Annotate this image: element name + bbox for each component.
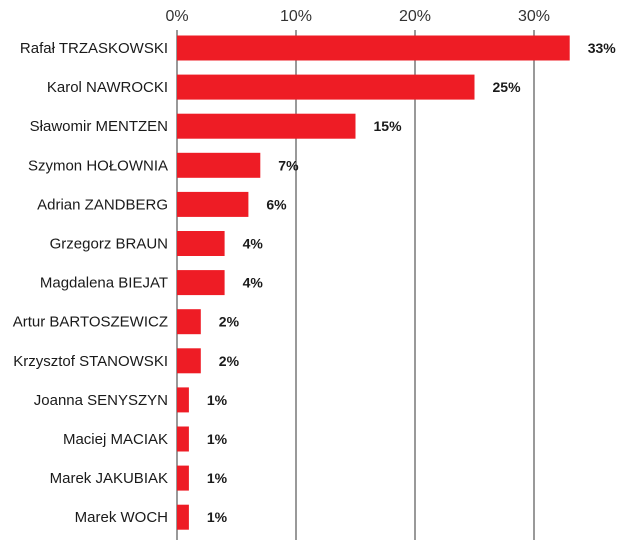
bar [177, 465, 189, 491]
category-label: Marek WOCH [75, 509, 168, 526]
category-label: Szymon HOŁOWNIA [28, 157, 168, 174]
value-label: 4% [243, 236, 264, 252]
value-label: 1% [207, 470, 228, 486]
category-label: Adrian ZANDBERG [37, 196, 168, 213]
value-label: 15% [374, 118, 403, 134]
bars [177, 35, 570, 530]
bar [177, 113, 356, 139]
bar [177, 348, 201, 374]
x-tick-label: 0% [165, 8, 188, 25]
category-labels: Rafał TRZASKOWSKI Karol NAWROCKI Sławomir … [13, 40, 168, 526]
value-label: 25% [493, 79, 522, 95]
bar [177, 35, 570, 61]
category-label: Grzegorz BRAUN [50, 236, 168, 253]
category-label: Artur BARTOSZEWICZ [13, 314, 168, 331]
bar [177, 74, 475, 100]
bar [177, 270, 225, 296]
category-label: Joanna SENYSZYN [34, 392, 168, 409]
x-axis-ticks: 0% 10% 20% 30% [165, 8, 550, 25]
value-label: 2% [219, 314, 240, 330]
category-label: Magdalena BIEJAT [40, 275, 168, 292]
category-label: Karol NAWROCKI [47, 79, 168, 96]
value-label: 33% [588, 40, 617, 56]
category-label: Krzysztof STANOWSKI [13, 353, 168, 370]
bar [177, 426, 189, 452]
bar [177, 387, 189, 413]
value-label: 6% [266, 196, 287, 212]
value-label: 2% [219, 353, 240, 369]
bar [177, 191, 249, 217]
category-label: Maciej MACIAK [63, 431, 168, 448]
grid-layer [176, 30, 535, 540]
x-tick-label: 10% [280, 8, 312, 25]
x-tick-label: 20% [399, 8, 431, 25]
category-label: Sławomir MENTZEN [30, 118, 168, 135]
x-tick-label: 30% [518, 8, 550, 25]
value-label: 7% [278, 157, 299, 173]
value-label: 1% [207, 431, 228, 447]
category-label: Marek JAKUBIAK [50, 470, 168, 487]
value-label: 1% [207, 509, 228, 525]
category-label: Rafał TRZASKOWSKI [20, 40, 168, 57]
value-label: 4% [243, 275, 264, 291]
value-label: 1% [207, 392, 228, 408]
bar [177, 309, 201, 335]
bar [177, 152, 261, 178]
bar [177, 504, 189, 530]
bar [177, 231, 225, 256]
value-labels: 33% 25% 15% 7% 6% 4% 4% 2% 2% 1% 1% 1% 1% [207, 40, 616, 525]
